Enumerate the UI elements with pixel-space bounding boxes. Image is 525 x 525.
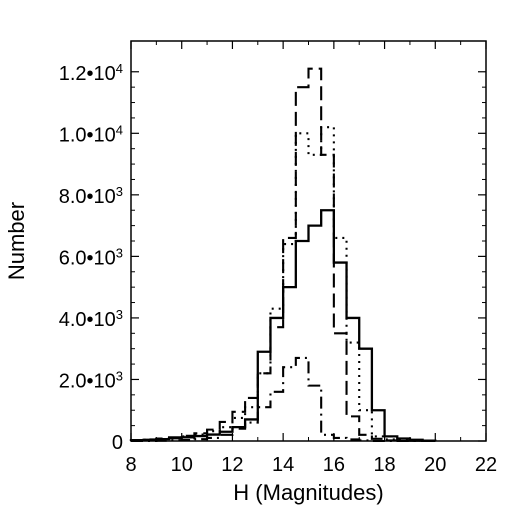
histogram-series-dotted	[129, 126, 436, 443]
y-tick-label-exponent: 3	[116, 368, 123, 383]
y-tick-label-exponent: 3	[116, 306, 123, 321]
x-tick-label: 12	[221, 454, 243, 476]
x-tick-label: 18	[373, 454, 395, 476]
y-tick-label-exponent: 3	[116, 245, 123, 260]
y-tick-label-mantissa: 1.2•10	[59, 63, 116, 85]
y-tick-label: 1.0•104	[59, 122, 123, 147]
y-tick-label-exponent: 4	[116, 60, 123, 75]
x-axis-label: H (Magnitudes)	[233, 480, 383, 505]
y-tick-label-mantissa: 0	[112, 432, 123, 454]
x-tick-label: 8	[125, 454, 136, 476]
labels-layer: 8 10 12 14 16 18 20 2202.0•1034.0•1036.0•1038.0…	[59, 60, 497, 476]
x-tick-label: 14	[272, 454, 294, 476]
y-tick-label-exponent: 3	[116, 183, 123, 198]
y-tick-label-mantissa: 1.0•10	[59, 124, 116, 146]
y-tick-label-mantissa: 6.0•10	[59, 247, 116, 269]
x-tick-label: 10	[171, 454, 193, 476]
y-tick-label: 1.2•104	[59, 60, 123, 85]
x-tick-label: 22	[475, 454, 497, 476]
y-tick-label-mantissa: 8.0•10	[59, 186, 116, 208]
x-tick-label: 16	[323, 454, 345, 476]
y-tick-label: 2.0•103	[59, 368, 123, 393]
histogram-series-dashed	[129, 67, 436, 443]
y-tick-label-exponent: 4	[116, 122, 123, 137]
histogram-series-dashdot	[131, 356, 436, 443]
y-tick-label: 0	[112, 432, 123, 454]
y-tick-label-mantissa: 4.0•10	[59, 309, 116, 331]
x-tick-label: 20	[424, 454, 446, 476]
series-layer	[129, 67, 437, 443]
y-tick-label-mantissa: 2.0•10	[59, 370, 116, 392]
y-tick-label: 4.0•103	[59, 306, 123, 331]
y-axis-label: Number	[4, 202, 29, 280]
y-tick-label: 6.0•103	[59, 245, 123, 270]
y-tick-label: 8.0•103	[59, 183, 123, 208]
ticks-layer	[130, 41, 487, 442]
